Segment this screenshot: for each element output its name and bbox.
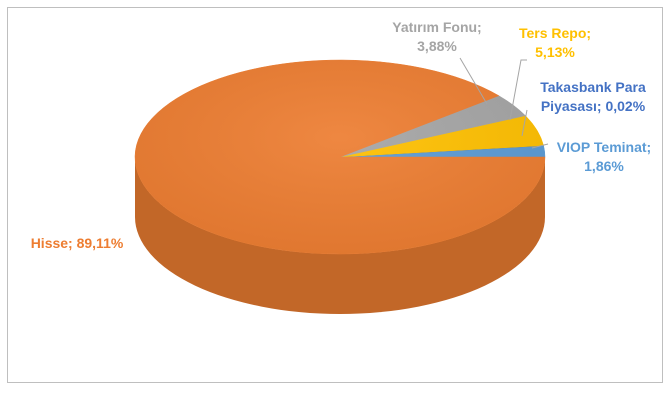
pie-tops — [134, 59, 546, 255]
label-yatirim-fonu-line1: Yatırım Fonu; — [392, 19, 481, 35]
label-viop-line2: 1,86% — [584, 158, 624, 174]
leader-ters-repo — [509, 59, 527, 121]
label-takasbank-line1: Takasbank Para — [540, 79, 646, 95]
label-hisse: Hisse; 89,11% — [31, 235, 124, 251]
label-ters-repo-line1: Ters Repo; — [519, 25, 591, 41]
leader-takasbank — [521, 109, 528, 137]
pie-side-hisse — [135, 157, 545, 314]
label-yatirim-fonu-line2: 3,88% — [417, 38, 457, 54]
label-viop-line1: VIOP Teminat; — [557, 139, 651, 155]
label-takasbank-line2: Piyasası; 0,02% — [541, 98, 646, 114]
leader-yatirim-fonu — [459, 57, 488, 105]
pie-sides — [135, 157, 545, 314]
leader-lines — [459, 57, 549, 149]
label-ters-repo-line2: 5,13% — [535, 44, 575, 60]
pie-top-shading — [135, 60, 545, 254]
leader-viop — [531, 143, 549, 149]
